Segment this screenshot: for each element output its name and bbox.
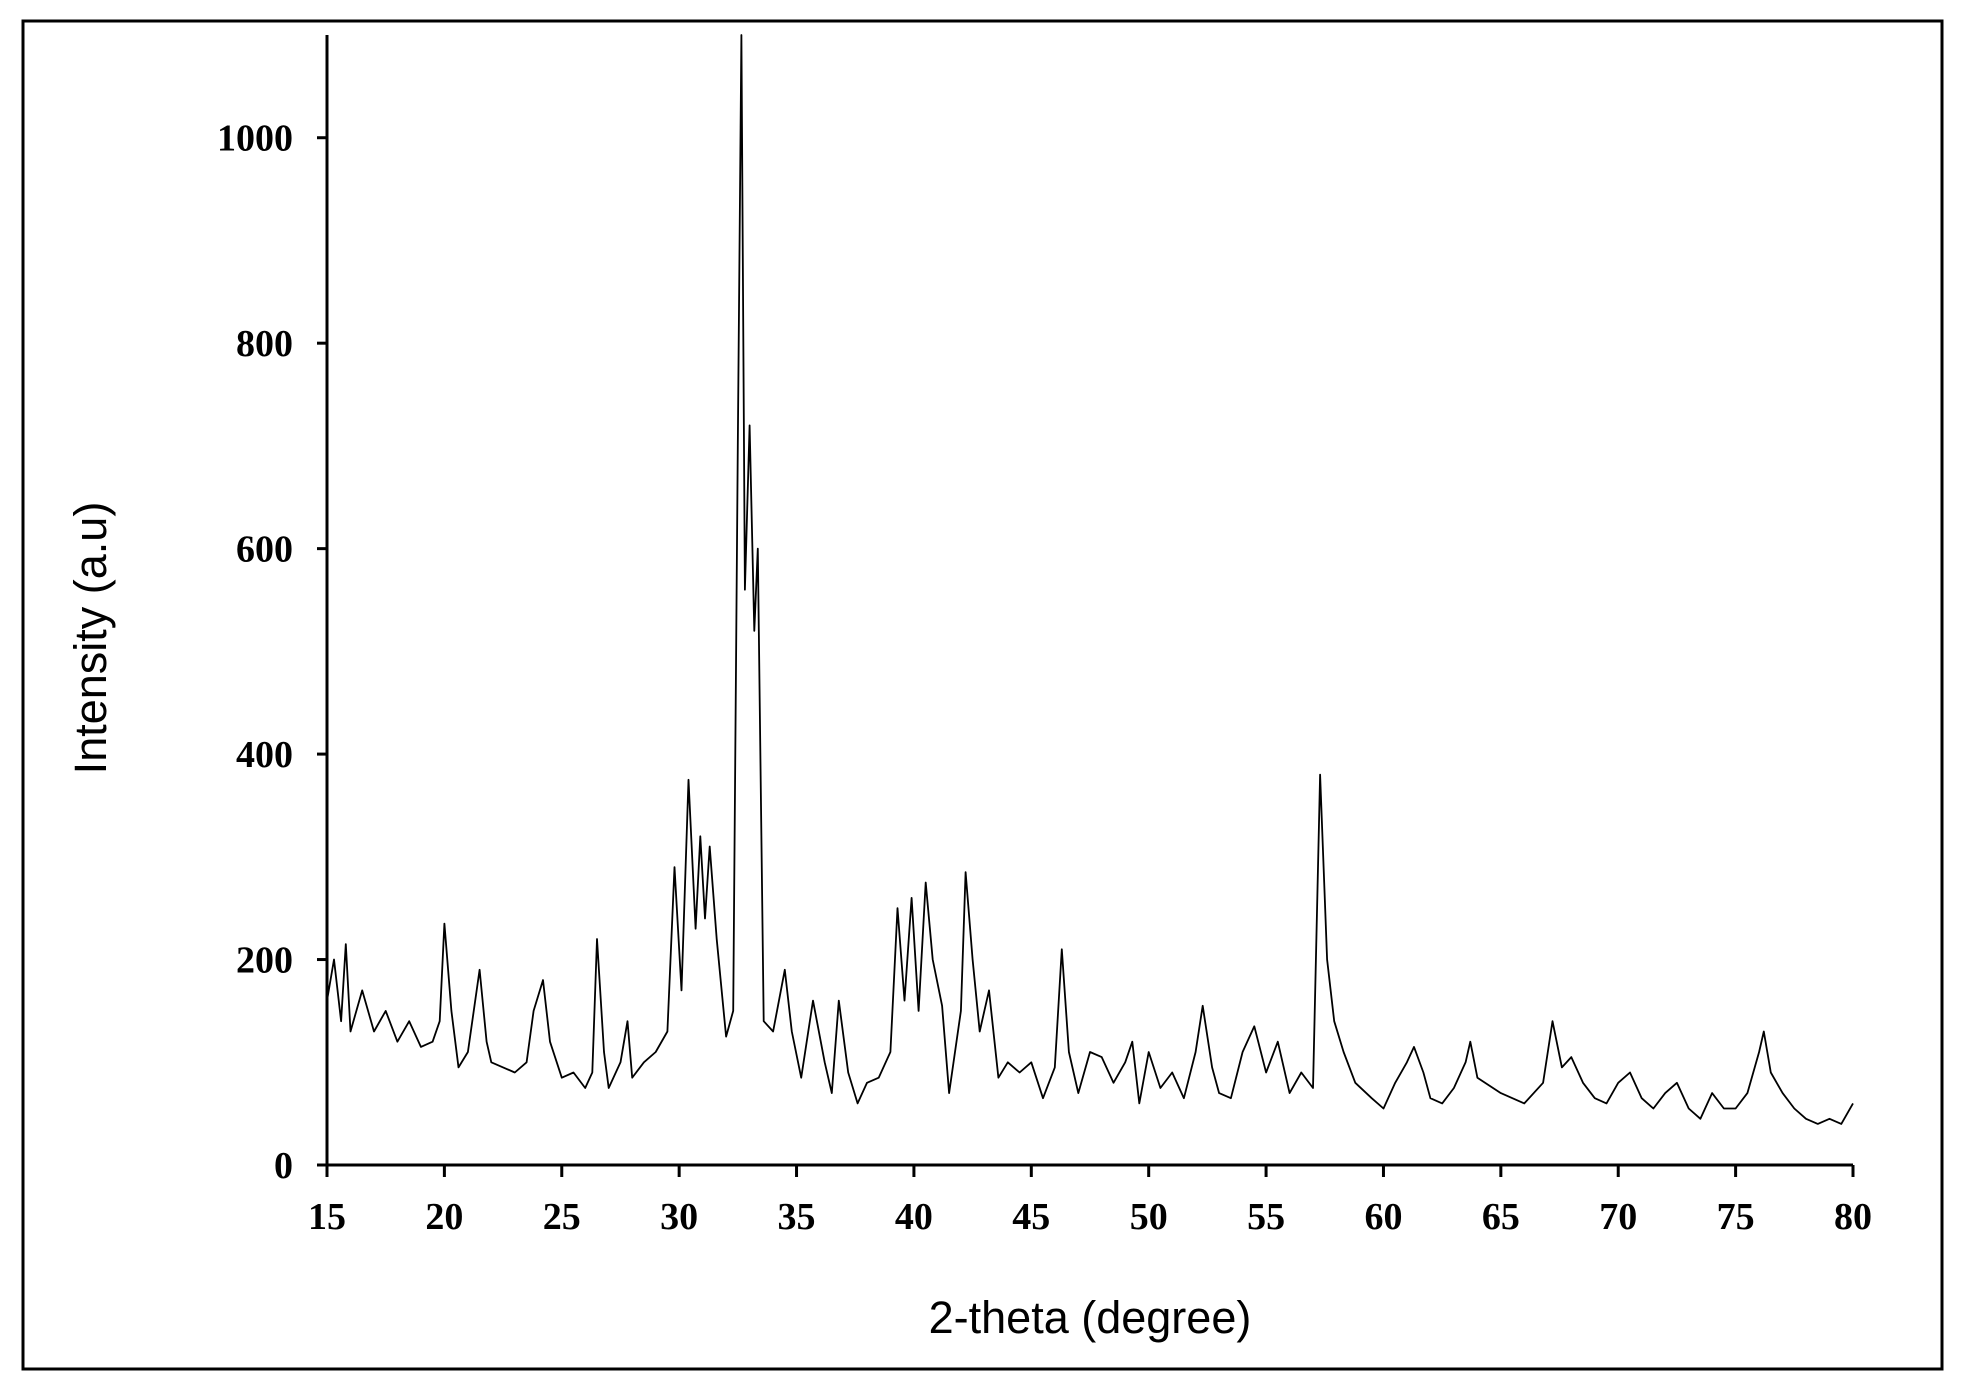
x-tick-label: 75 xyxy=(1717,1196,1755,1238)
y-axis-label: Intensity (a.u) xyxy=(65,502,116,775)
x-tick-label: 80 xyxy=(1834,1196,1872,1238)
x-tick-label: 45 xyxy=(1012,1196,1050,1238)
x-tick-label: 30 xyxy=(660,1196,698,1238)
y-tick-label: 1000 xyxy=(217,118,293,160)
y-tick-label: 800 xyxy=(236,323,293,365)
y-tick-label: 200 xyxy=(236,940,293,982)
x-tick-label: 70 xyxy=(1599,1196,1637,1238)
x-axis-label: 2-theta (degree) xyxy=(929,1292,1252,1343)
frame xyxy=(21,19,1944,1371)
x-tick-label: 60 xyxy=(1364,1196,1402,1238)
x-tick-label: 25 xyxy=(543,1196,581,1238)
xrd-line xyxy=(326,34,1854,1125)
y-tick-label: 600 xyxy=(236,529,293,571)
y-tick-label: 0 xyxy=(274,1145,293,1187)
x-tick-label: 20 xyxy=(425,1196,463,1238)
x-tick-label: 40 xyxy=(895,1196,933,1238)
x-tick-label: 35 xyxy=(778,1196,816,1238)
x-tick-label: 50 xyxy=(1130,1196,1168,1238)
y-tick-label: 400 xyxy=(236,734,293,776)
x-tick-label: 65 xyxy=(1482,1196,1520,1238)
x-tick-label: 55 xyxy=(1247,1196,1285,1238)
x-tick-label: 15 xyxy=(308,1196,346,1238)
